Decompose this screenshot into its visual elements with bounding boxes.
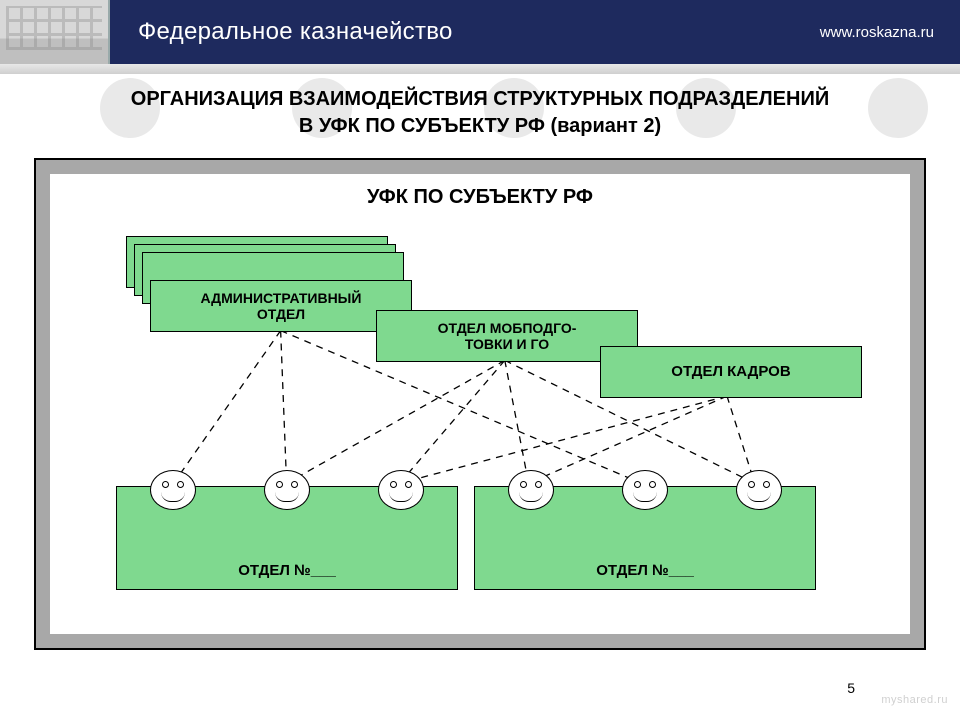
face-icon — [378, 470, 424, 510]
face-icon — [264, 470, 310, 510]
title-line-2: В УФК ПО СУБЪЕКТУ РФ (вариант 2) — [299, 115, 661, 137]
header-bar: Федеральное казначейство www.roskazna.ru — [0, 0, 960, 64]
header-divider — [0, 64, 960, 74]
dept-label: ОТДЕЛ №___ — [117, 562, 457, 579]
face-icon — [508, 470, 554, 510]
admin-box: АДМИНИСТРАТИВНЫЙОТДЕЛ — [150, 280, 412, 332]
slide-title: ОРГАНИЗАЦИЯ ВЗАИМОДЕЙСТВИЯ СТРУКТУРНЫХ П… — [0, 86, 960, 140]
page-number: 5 — [847, 680, 855, 696]
face-icon — [736, 470, 782, 510]
frame-title: УФК ПО СУБЪЕКТУ РФ — [36, 186, 924, 209]
diagram-frame: УФК ПО СУБЪЕКТУ РФ АДМИНИСТРАТИВНЫЙОТДЕЛ… — [34, 158, 926, 650]
kadry-box: ОТДЕЛ КАДРОВ — [600, 346, 862, 398]
mob-box: ОТДЕЛ МОБПОДГО-ТОВКИ И ГО — [376, 310, 638, 362]
face-icon — [150, 470, 196, 510]
header-url: www.roskazna.ru — [820, 24, 934, 41]
header-photo — [0, 0, 110, 64]
dept-label: ОТДЕЛ №___ — [475, 562, 815, 579]
title-line-1: ОРГАНИЗАЦИЯ ВЗАИМОДЕЙСТВИЯ СТРУКТУРНЫХ П… — [131, 88, 829, 110]
header-org-title: Федеральное казначейство — [138, 18, 453, 46]
face-icon — [622, 470, 668, 510]
watermark: myshared.ru — [881, 694, 948, 706]
